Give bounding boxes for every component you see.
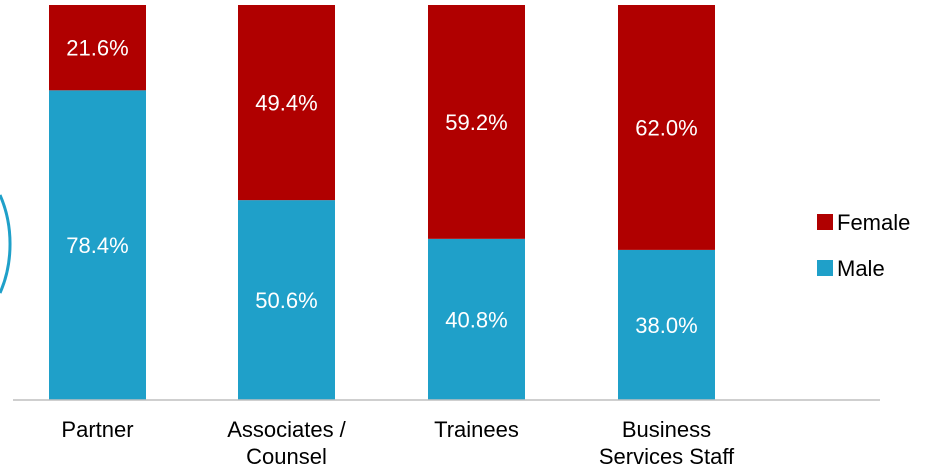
bar-male-1 [238,200,335,400]
data-label-male-1: 50.6% [255,288,317,313]
data-label-female-2: 59.2% [445,110,507,135]
bar-male-0 [49,90,146,400]
data-label-female-3: 62.0% [635,115,697,140]
data-label-male-3: 38.0% [635,313,697,338]
data-label-female-0: 21.6% [66,36,128,61]
bar-group [49,5,715,400]
category-label-3: Business Services Staff [599,417,735,469]
bar-female-1 [238,5,335,201]
bar-male-2 [428,238,525,400]
data-label-female-1: 49.4% [255,91,317,116]
data-label-group: 78.4% 21.6% 50.6% 49.4% 40.8% 59.2% 38.0% 62.0% [66,36,697,338]
category-label-0: Partner [61,417,133,442]
bar-female-0 [49,5,146,91]
category-label-2: Trainees [434,417,519,442]
chart-decoration [0,194,12,294]
category-label-group: Partner Associates / Counsel Trainees Busine… [61,417,735,469]
legend-label-male: Male [837,256,885,281]
category-label-1: Associates / Counsel [227,417,346,469]
legend-swatch-male [817,260,833,276]
bar-female-3 [618,5,715,250]
bar-male-3 [618,249,715,400]
legend-label-female: Female [837,210,910,235]
legend-swatch-female [817,214,833,230]
legend: Female Male [817,210,910,281]
data-label-male-2: 40.8% [445,307,507,332]
data-label-male-0: 78.4% [66,233,128,258]
decorative-arc [0,194,12,294]
bar-female-2 [428,5,525,239]
